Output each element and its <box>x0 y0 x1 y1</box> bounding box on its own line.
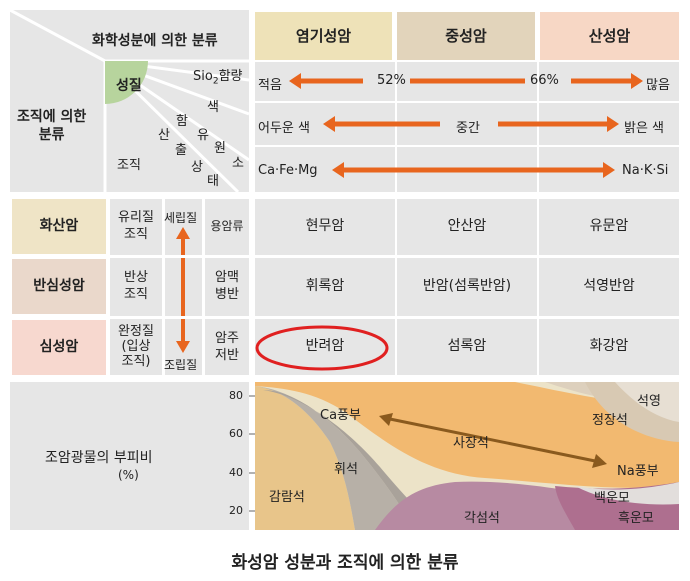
label-ca-rich: Ca풍부 <box>320 408 361 423</box>
element-left: Ca·Fe·Mg <box>258 163 318 178</box>
occurrence-volcanic: 용암류 <box>205 199 249 254</box>
rock-grid-hdiv-1 <box>255 255 679 258</box>
sio2-label: Sio2함량 <box>193 65 242 87</box>
occurrence-plutonic-text: 암주 저반 <box>215 331 239 363</box>
prop-yu: 유 <box>197 128 209 143</box>
volume-unit: (%) <box>118 468 139 482</box>
row-volcanic: 화산암 <box>12 199 106 254</box>
texture-plutonic-text: 완정질 (입상 조직) <box>118 324 154 369</box>
sio2-52: 52% <box>377 73 406 88</box>
rock-grid-vdiv-1 <box>395 199 397 375</box>
sio2-sub: 2 <box>212 76 219 87</box>
row-divider-b <box>255 145 679 147</box>
texture-plutonic: 완정질 (입상 조직) <box>110 320 162 375</box>
texture-hypabyssal-text: 반상 조직 <box>124 270 148 302</box>
sio2-text: Sio <box>193 69 213 84</box>
rock-grid-hdiv-2 <box>255 316 679 319</box>
occurrence-hypabyssal-text: 암맥 병반 <box>215 270 239 302</box>
color-light: 밝은 색 <box>624 121 665 136</box>
sio2-66: 66% <box>530 73 559 88</box>
element-right: Na·K·Si <box>622 163 669 178</box>
occurrence-hypabyssal: 암맥 병반 <box>205 259 249 314</box>
header-mafic: 염기성암 <box>255 12 392 60</box>
row-plutonic: 심성암 <box>12 320 106 375</box>
tick-40: 40 <box>229 466 243 479</box>
prop-texture: 조직 <box>117 158 141 173</box>
label-plagioclase: 사장석 <box>453 436 489 451</box>
rock-diorite: 섬록암 <box>447 338 487 355</box>
occurrence-column-bg <box>205 199 249 375</box>
grain-arrow <box>176 227 190 353</box>
mineral-chart <box>255 382 679 530</box>
figure-caption: 화성암 성분과 조직에 의한 분류 <box>231 553 459 573</box>
rock-gabbro: 반려암 <box>305 338 345 355</box>
property-title: 성질 <box>116 78 142 94</box>
color-dark: 어두운 색 <box>258 121 310 136</box>
highlight-circle <box>255 325 389 371</box>
grain-fine: 세립질 <box>164 211 198 225</box>
prop-won: 원 <box>214 141 226 156</box>
grain-coarse: 조립질 <box>164 358 198 372</box>
left-sep-1 <box>110 255 249 258</box>
tick-60: 60 <box>229 427 243 440</box>
tick-20: 20 <box>229 504 243 517</box>
sio2-low: 적음 <box>258 78 282 93</box>
prop-color: 색 <box>207 100 219 115</box>
tick-80-text: 80 <box>229 389 243 402</box>
texture-column-bg <box>110 199 162 375</box>
chem-label: 화학성분에 의한 분류 <box>92 33 218 49</box>
prop-chul: 출 <box>175 143 187 158</box>
rock-granite: 화강암 <box>589 338 629 355</box>
property-arrows <box>289 73 643 178</box>
rock-basalt: 현무암 <box>305 218 345 235</box>
tick-80: 80 <box>229 389 243 402</box>
rock-andesite: 안산암 <box>447 218 487 235</box>
rock-grid-vdiv-2 <box>537 199 539 375</box>
tick-60-text: 60 <box>229 427 243 440</box>
header-intermediate: 중성암 <box>397 12 535 60</box>
volume-label: 조암광물의 부피비 <box>45 450 153 466</box>
label-pyroxene: 휘석 <box>334 462 358 477</box>
label-quartz: 석영 <box>637 394 661 409</box>
label-orthoclase: 정장석 <box>592 413 628 428</box>
rock-quartz-porphyry: 석영반암 <box>583 278 635 295</box>
bottom-left-panel <box>10 382 249 530</box>
label-na-rich: Na풍부 <box>617 464 659 479</box>
top-left-diagram <box>10 10 249 192</box>
texture-hypabyssal: 반상 조직 <box>110 259 162 314</box>
row-divider-a <box>255 101 679 103</box>
rock-grid-bg <box>255 199 679 375</box>
prop-ham: 함 <box>176 114 188 129</box>
header-felsic: 산성암 <box>540 12 679 60</box>
texture-volcanic: 유리질 조직 <box>110 199 162 254</box>
texture-label: 조직에 의한 분류 <box>17 108 86 144</box>
prop-tae: 태 <box>207 174 219 189</box>
tick-40-text: 40 <box>229 466 243 479</box>
tick-marks <box>249 395 255 512</box>
label-biotite: 흑운모 <box>618 511 654 526</box>
rock-porphyry: 반암(섬록반암) <box>422 278 512 295</box>
occurrence-volcanic-text: 용암류 <box>210 219 244 233</box>
texture-volcanic-text: 유리질 조직 <box>118 210 154 242</box>
occurrence-plutonic: 암주 저반 <box>205 320 249 375</box>
sio2-high: 많음 <box>646 78 670 93</box>
texture-label-text: 조직에 의한 분류 <box>17 109 87 144</box>
label-olivine: 감람석 <box>269 490 305 505</box>
tick-20-text: 20 <box>229 504 243 517</box>
prop-sang: 상 <box>191 160 203 175</box>
rock-rhyolite: 유문암 <box>589 218 629 235</box>
rock-diabase: 휘록암 <box>305 278 345 295</box>
color-mid: 중간 <box>456 121 480 136</box>
prop-so: 소 <box>232 156 244 171</box>
label-muscovite: 백운모 <box>594 491 630 506</box>
sio2-suffix: 함량 <box>218 69 243 84</box>
prop-san: 산 <box>158 128 170 143</box>
row-hypabyssal: 반심성암 <box>12 259 106 314</box>
label-amphibole: 각섬석 <box>464 511 500 526</box>
left-sep-2 <box>110 316 249 319</box>
